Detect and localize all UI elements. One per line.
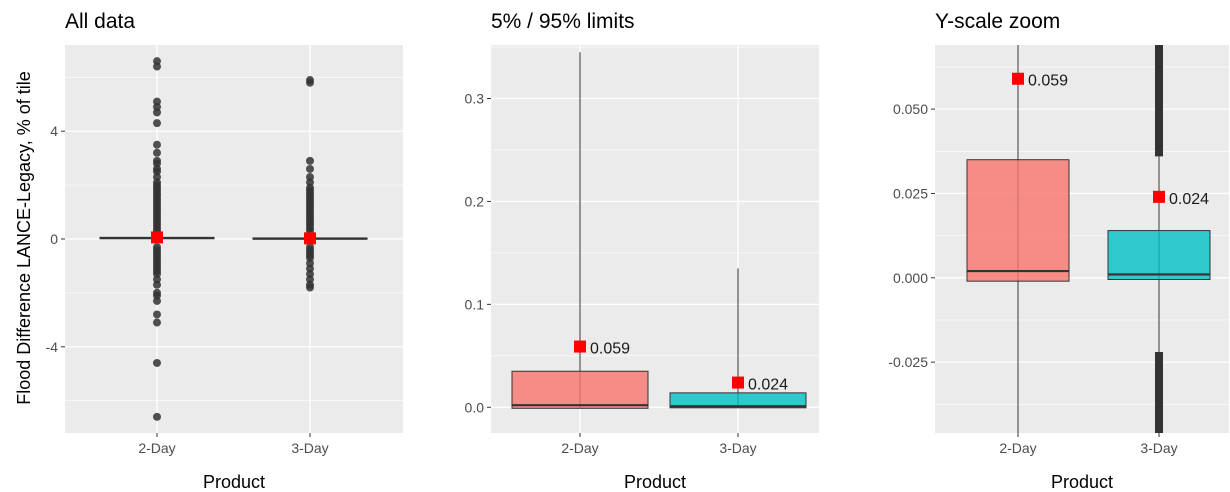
box-body	[966, 159, 1070, 282]
mean-label: 0.024	[748, 377, 788, 394]
y-tick-label: 0	[50, 231, 58, 247]
x-tick-labels: 2-Day 3-Day	[138, 433, 329, 456]
panel-title: Y-scale zoom	[935, 10, 1060, 33]
box-3-day: 0.024	[669, 268, 807, 409]
outlier-point	[153, 318, 161, 327]
y-tick-label: 0.0	[465, 399, 485, 415]
y-tick-label: 0.2	[465, 193, 485, 209]
box-body	[511, 370, 649, 409]
box-body	[1107, 230, 1211, 280]
x-axis-label: Product	[1051, 472, 1113, 492]
y-tick-label: 4	[50, 123, 58, 139]
data-layer	[99, 57, 368, 421]
mean-marker	[304, 232, 316, 245]
y-tick-label: 0.3	[465, 91, 485, 107]
mean-marker	[574, 340, 586, 353]
x-tick-labels: 2-Day 3-Day	[561, 433, 757, 456]
outlier-point	[153, 280, 161, 289]
outlier-point	[306, 283, 314, 292]
x-tick-label: 3-Day	[719, 440, 756, 456]
data-layer: 0.059 0.024	[511, 52, 807, 409]
outlier-point	[153, 412, 161, 421]
outlier-point	[153, 108, 161, 117]
mean-marker	[151, 231, 163, 244]
panel-5-95-limits: 0.059 0.024 0.0 0.1 0.2 0.3 2-Day 3-Day 5% / …	[465, 10, 819, 492]
mean-label: 0.059	[590, 341, 630, 358]
y-tick-labels: 0.0 0.1 0.2 0.3	[465, 91, 491, 415]
y-tick-label: -4	[46, 339, 59, 355]
y-tick-label: 0.050	[893, 101, 928, 117]
x-tick-label: 2-Day	[999, 440, 1036, 456]
panel-background	[491, 45, 819, 433]
outlier-point	[153, 358, 161, 367]
mean-marker	[1012, 72, 1024, 85]
outlier-point	[306, 164, 314, 173]
box-3-day	[252, 76, 368, 292]
y-tick-label: 0.025	[893, 185, 928, 201]
x-axis-label: Product	[203, 472, 265, 492]
box-2-day	[99, 57, 215, 421]
mean-label: 0.059	[1028, 73, 1068, 90]
outlier-point	[153, 62, 161, 71]
outlier-point	[153, 140, 161, 149]
outlier-point	[153, 310, 161, 319]
box-3-day: 0.024	[1107, 45, 1211, 433]
x-axis-label: Product	[624, 472, 686, 492]
box-2-day: 0.059	[511, 52, 649, 409]
outlier-point	[153, 119, 161, 128]
data-layer: 0.059 0.024	[966, 45, 1211, 433]
panel-y-scale-zoom: 0.059 0.024 -0.025 0.000 0.025 0.050 2-Day 3-…	[888, 10, 1229, 492]
y-tick-labels: -0.025 0.000 0.025 0.050	[888, 101, 935, 370]
y-axis-label: Flood Difference LANCE-Legacy, % of tile	[14, 71, 34, 405]
x-tick-labels: 2-Day 3-Day	[999, 433, 1178, 456]
panel-title: All data	[65, 10, 135, 33]
box-2-day: 0.059	[966, 45, 1070, 433]
outlier-point	[153, 148, 161, 157]
x-tick-label: 2-Day	[561, 440, 598, 456]
x-tick-label: 3-Day	[1140, 440, 1177, 456]
y-tick-label: -0.025	[888, 354, 928, 370]
mean-marker	[732, 376, 744, 389]
x-tick-label: 2-Day	[138, 440, 175, 456]
y-tick-labels: -4 0 4	[46, 123, 65, 355]
outlier-point	[306, 156, 314, 165]
y-tick-label: 0.1	[465, 296, 485, 312]
x-tick-label: 3-Day	[291, 440, 328, 456]
y-tick-label: 0.000	[893, 270, 928, 286]
outlier-point	[306, 78, 314, 87]
panel-title: 5% / 95% limits	[491, 10, 635, 33]
box-body	[669, 392, 807, 409]
outlier-point	[153, 296, 161, 305]
mean-label: 0.024	[1169, 191, 1209, 208]
mean-marker	[1153, 190, 1165, 203]
panel-all-data: -4 0 4 2-Day 3-Day All data	[46, 10, 403, 456]
